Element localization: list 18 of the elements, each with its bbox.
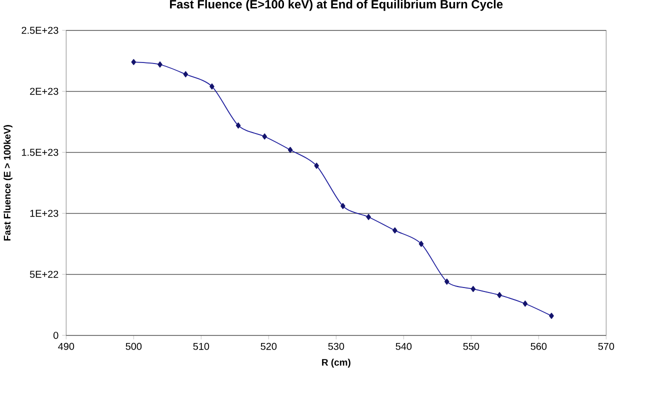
x-tick-label: 550 xyxy=(463,342,480,350)
x-tick-label: 500 xyxy=(126,342,142,350)
y-tick-label: 2E+23 xyxy=(30,88,58,95)
y-tick-label: 1E+23 xyxy=(30,210,58,217)
x-tick-label: 510 xyxy=(193,342,210,350)
x-tick-label: 540 xyxy=(396,342,412,350)
x-axis-title: R (cm) xyxy=(322,358,350,368)
y-tick-label: 5E+22 xyxy=(30,270,58,278)
y-tick-label: 0 xyxy=(53,332,58,339)
y-axis-title: Fast Fluence (E > 100keV) xyxy=(4,125,12,240)
x-tick-label: 530 xyxy=(328,342,344,350)
x-tick-label: 570 xyxy=(598,342,614,350)
chart-title: Fast Fluence (E>100 keV) at End of Equilibrium Burn Cycle xyxy=(170,0,503,11)
x-tick-label: 560 xyxy=(530,342,547,350)
y-tick-label: 2.5E+23 xyxy=(22,26,58,34)
x-tick-label: 490 xyxy=(58,342,74,350)
x-tick-label: 520 xyxy=(260,342,277,350)
y-tick-label: 1.5E+23 xyxy=(22,148,58,156)
